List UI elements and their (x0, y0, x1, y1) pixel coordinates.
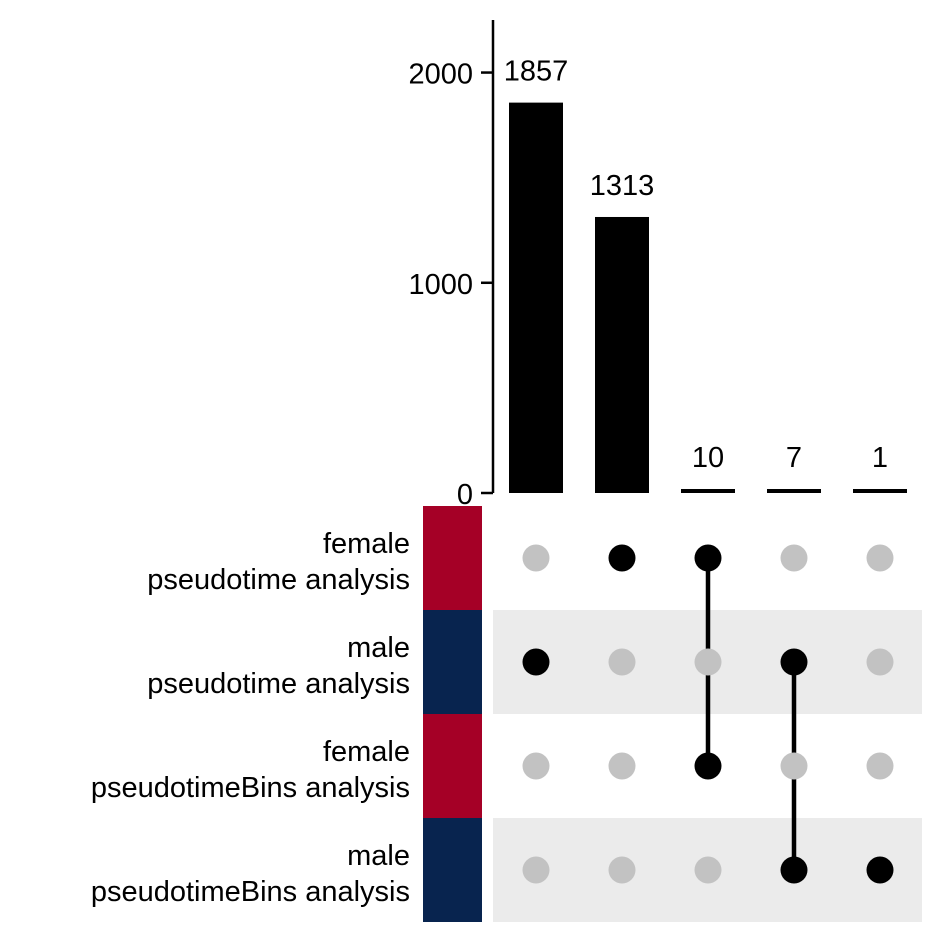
intersection-bar (767, 489, 821, 493)
matrix-dot-inactive (608, 752, 636, 780)
set-label-analysis: pseudotime analysis (147, 668, 410, 700)
matrix-dot-inactive (694, 856, 722, 884)
set-color-block (423, 714, 482, 818)
bar-value-label: 10 (692, 442, 724, 474)
set-label-group: male (347, 840, 410, 872)
bar-value-label: 1 (872, 442, 888, 474)
matrix-dot-active (522, 648, 550, 676)
set-labels: female pseudotime analysis male pseudotime … (91, 528, 410, 908)
intersection-bar (853, 489, 907, 493)
intersection-bar (509, 102, 563, 493)
set-color-block (423, 610, 482, 714)
set-color-block (423, 818, 482, 922)
bar-value-label: 1857 (504, 56, 569, 88)
matrix-dot-inactive (694, 648, 722, 676)
bar-value-label: 1313 (590, 170, 655, 202)
matrix-dot-active (608, 544, 636, 572)
matrix-dot-active (780, 648, 808, 676)
matrix-dots (522, 544, 894, 884)
bar-value-labels: 1857 1313 10 7 1 (504, 56, 888, 474)
set-label-analysis: pseudotimeBins analysis (91, 772, 410, 804)
y-tick-label: 2000 (408, 59, 473, 91)
y-tick-label: 0 (457, 479, 473, 511)
matrix-dot-active (866, 856, 894, 884)
matrix-dot-inactive (780, 544, 808, 572)
matrix-dot-inactive (522, 544, 550, 572)
matrix-dot-inactive (780, 752, 808, 780)
intersection-bar (681, 489, 735, 493)
matrix-dot-inactive (522, 856, 550, 884)
matrix-dot-inactive (608, 648, 636, 676)
set-label-analysis: pseudotimeBins analysis (91, 876, 410, 908)
intersection-bars (509, 102, 907, 494)
matrix-dot-inactive (866, 752, 894, 780)
set-color-block (423, 506, 482, 610)
set-label-group: male (347, 632, 410, 664)
bar-value-label: 7 (786, 442, 802, 474)
set-label-analysis: pseudotime analysis (147, 564, 410, 596)
y-axis: 0 1000 2000 (408, 20, 495, 511)
set-label-group: female (323, 528, 410, 560)
matrix-dot-inactive (608, 856, 636, 884)
y-tick-label: 1000 (408, 269, 473, 301)
set-color-blocks (423, 506, 482, 922)
matrix-dot-inactive (522, 752, 550, 780)
matrix-dot-active (694, 752, 722, 780)
matrix-dot-inactive (866, 648, 894, 676)
matrix-dot-inactive (866, 544, 894, 572)
set-label-group: female (323, 736, 410, 768)
intersection-bar (595, 216, 649, 494)
matrix-dot-active (694, 544, 722, 572)
matrix-dot-active (780, 856, 808, 884)
